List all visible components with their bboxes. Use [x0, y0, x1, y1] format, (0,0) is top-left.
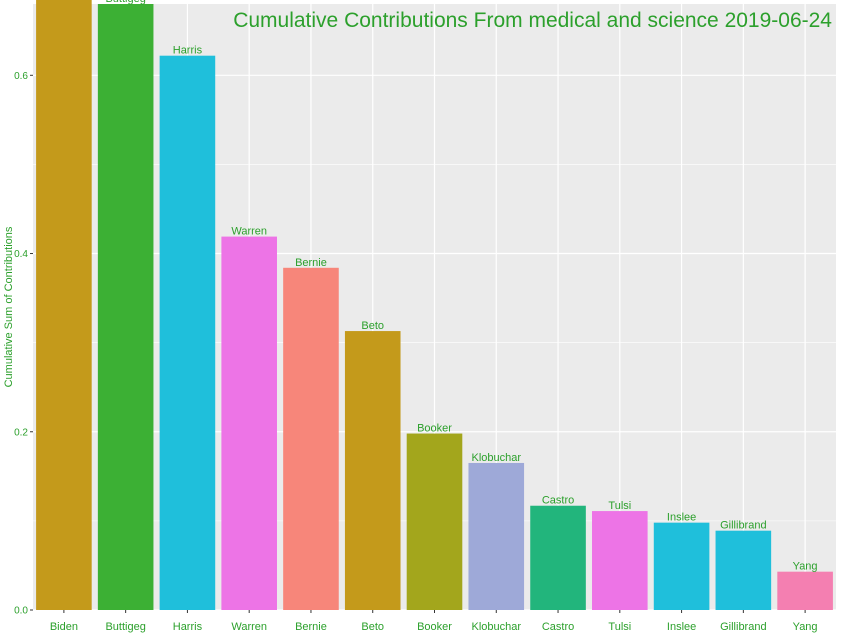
data-label: Inslee: [667, 512, 696, 524]
x-tick-label: Booker: [417, 621, 452, 633]
data-label: Harris: [173, 45, 203, 57]
data-label: Beto: [361, 320, 384, 332]
data-label: Biden: [50, 0, 78, 1]
x-tick-label: Gillibrand: [720, 621, 766, 633]
bar-tulsi: [592, 511, 648, 610]
x-tick-label: Tulsi: [608, 621, 631, 633]
bar-booker: [406, 433, 463, 610]
x-tick-label: Warren: [231, 621, 267, 633]
x-tick-label: Yang: [793, 621, 818, 633]
y-tick-label: 0.2: [14, 427, 28, 438]
data-labels: Biden Buttigeg Harris Warren Bernie Beto Booke…: [50, 0, 818, 573]
data-label: Gillibrand: [720, 520, 766, 532]
bar-warren: [221, 236, 277, 611]
bar-buttigeg: [97, 4, 154, 610]
x-axis-ticks: Biden Buttigeg Harris Warren Bernie Beto Booke…: [50, 610, 818, 633]
bar-castro: [530, 505, 586, 610]
bar-beto: [344, 331, 401, 610]
x-tick-label: Castro: [542, 621, 574, 633]
y-tick-label: 0.0: [14, 606, 28, 617]
bars: [36, 0, 833, 611]
y-tick-label: 0.6: [14, 71, 28, 82]
data-label: Yang: [793, 561, 818, 573]
data-label: Tulsi: [608, 500, 631, 512]
x-tick-label: Beto: [361, 621, 384, 633]
chart-title: Cumulative Contributions From medical an…: [233, 9, 832, 32]
data-label: Buttigeg: [105, 0, 145, 5]
bar-harris: [159, 55, 216, 611]
bar-biden: [36, 0, 92, 610]
x-tick-label: Inslee: [667, 621, 696, 633]
bar-bernie: [283, 267, 339, 610]
data-label: Warren: [231, 226, 267, 238]
y-axis-ticks: 0.0 0.2 0.4 0.6: [14, 71, 33, 617]
x-tick-label: Harris: [173, 621, 203, 633]
y-tick-label: 0.4: [14, 249, 28, 260]
data-label: Castro: [542, 495, 574, 507]
bar-yang: [777, 571, 833, 610]
bar-inslee: [653, 522, 710, 610]
data-label: Booker: [417, 423, 452, 435]
data-label: Klobuchar: [471, 452, 521, 464]
x-tick-label: Buttigeg: [105, 621, 145, 633]
bar-klobuchar: [468, 462, 525, 610]
data-label: Bernie: [295, 257, 327, 269]
x-tick-label: Klobuchar: [471, 621, 521, 633]
x-tick-label: Biden: [50, 621, 78, 633]
bar-gillibrand: [715, 530, 772, 610]
x-tick-label: Bernie: [295, 621, 327, 633]
y-axis-label: Cumulative Sum of Contributions: [3, 226, 15, 387]
